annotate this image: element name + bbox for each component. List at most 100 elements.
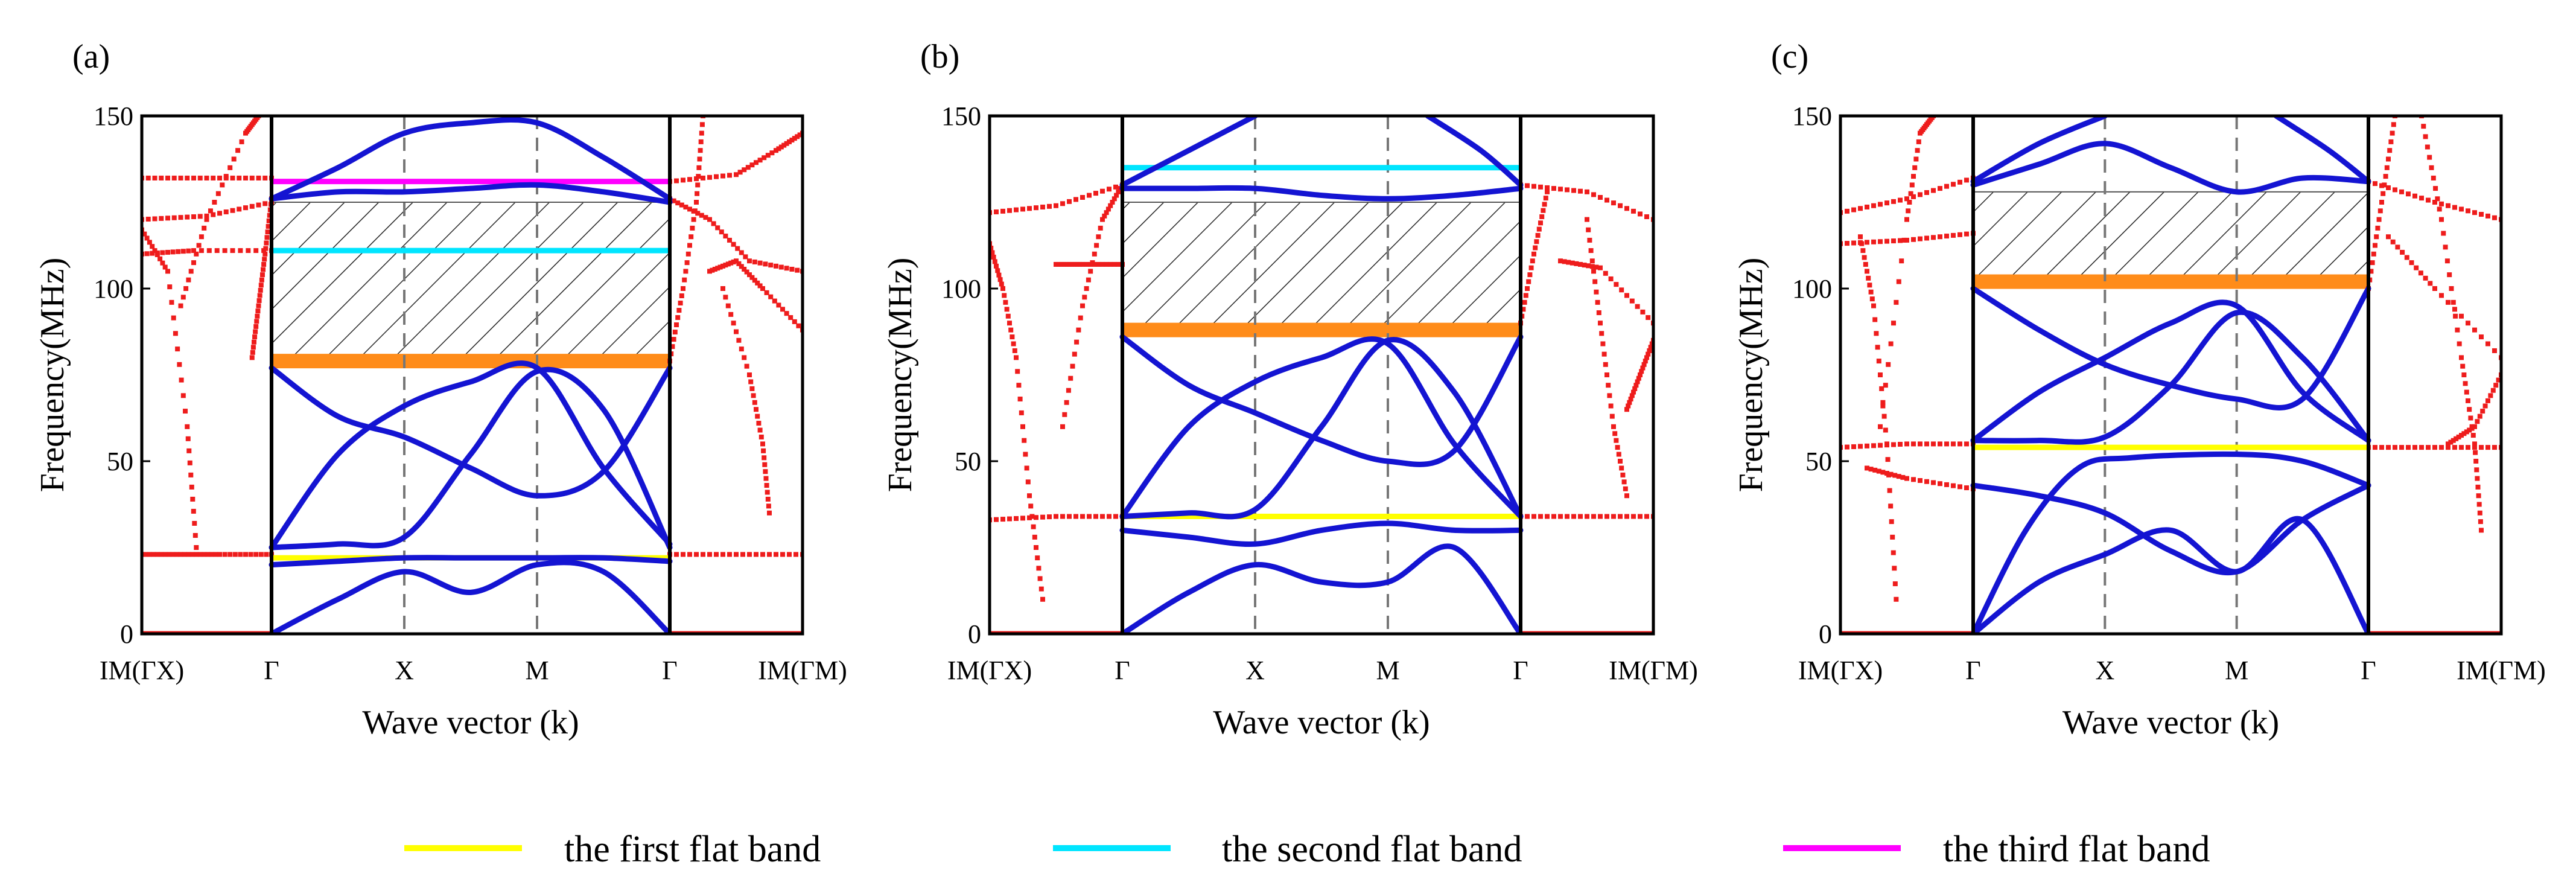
imag-point (180, 393, 186, 398)
imag-point (996, 272, 1002, 278)
imag-point (699, 130, 704, 136)
imag-point (2388, 139, 2394, 144)
real-band-3 (1119, 337, 1524, 520)
imag-point (170, 552, 176, 557)
imag-point (2419, 445, 2424, 450)
imag-point (1931, 441, 1936, 447)
imag-point (1038, 586, 1044, 592)
panel-1: 0 50 100 150 IM(ΓX) Γ X M Γ IM(ΓM) Wave vector (k)… (34, 38, 847, 741)
imag-point (2439, 217, 2444, 222)
imag-point (143, 552, 148, 557)
x-tick-label: M (2225, 656, 2248, 685)
imag-point (1859, 241, 1865, 246)
imag-point (144, 235, 150, 241)
imag-point (1067, 514, 1072, 519)
imag-point (744, 363, 749, 369)
imag-point (262, 251, 268, 257)
imag-point (1632, 386, 1638, 391)
imag-point (217, 175, 222, 180)
imag-point (1543, 196, 1548, 201)
imag-point (1087, 193, 1092, 198)
imag-point (1113, 184, 1118, 190)
imag-point (154, 552, 160, 557)
imag-branch-right-1 (1518, 182, 1653, 222)
imag-branch-right-4 (707, 258, 803, 333)
imag-point (2485, 445, 2490, 450)
imag-point (2466, 445, 2470, 450)
imag-point (1862, 255, 1867, 260)
imag-point (256, 175, 261, 180)
imag-point (1598, 321, 1603, 326)
imag-point (2426, 197, 2431, 203)
imag-point (1878, 442, 1883, 448)
imag-point (1603, 362, 1608, 367)
imag-point (1951, 232, 1956, 238)
imag-point (1891, 199, 1896, 204)
x-tick-label: M (525, 656, 549, 685)
imag-point (2423, 275, 2428, 281)
imag-point (145, 175, 151, 180)
imag-point (990, 246, 994, 251)
imag-point (1621, 479, 1627, 485)
imag-point (205, 552, 211, 557)
imag-point (1911, 194, 1916, 199)
imag-point (258, 283, 264, 288)
imag-point (747, 272, 752, 278)
imag-point (687, 177, 692, 182)
imag-point (1014, 516, 1019, 521)
imag-branch-right-2 (667, 130, 803, 184)
imag-point (1871, 239, 1876, 244)
imag-point (2432, 286, 2437, 291)
imag-point (1566, 260, 1571, 265)
imag-point (180, 295, 186, 300)
imag-point (230, 175, 235, 180)
imag-point (2476, 493, 2481, 499)
imag-point (251, 339, 256, 345)
bandgap-region (1122, 202, 1521, 331)
real-band-2 (1970, 482, 2371, 576)
imag-point (227, 165, 233, 170)
imag-point (167, 552, 172, 557)
imag-point (152, 248, 157, 254)
imag-point (1944, 184, 1949, 189)
imag-branch-right-4 (2419, 116, 2484, 533)
imag-point (2479, 334, 2484, 340)
imag-point (223, 209, 229, 215)
imag-point (1040, 205, 1045, 210)
imag-point (2466, 398, 2470, 403)
imag-point (1649, 341, 1653, 346)
imag-point (768, 263, 774, 268)
imag-point (2371, 251, 2376, 257)
imag-point (217, 552, 222, 557)
imag-point (2459, 355, 2464, 360)
imag-point (1551, 186, 1556, 191)
imag-point (232, 552, 238, 557)
imag-point (1542, 202, 1547, 207)
imag-point (165, 216, 170, 221)
imag-point (2479, 212, 2484, 217)
imag-point (1585, 189, 1589, 194)
x-tick-label: Γ (1965, 656, 1980, 685)
imag-point (1111, 196, 1117, 202)
imag-point (1589, 258, 1595, 264)
imag-point (1060, 201, 1065, 206)
x-tick-label: X (1245, 656, 1265, 685)
imag-point (191, 175, 196, 180)
imag-point (715, 266, 720, 271)
imag-point (1938, 481, 1942, 487)
imag-point (749, 386, 755, 391)
imag-point (1894, 299, 1899, 305)
imag-point (253, 324, 259, 329)
imag-point (681, 286, 685, 291)
imag-point (795, 267, 800, 273)
imag-point (253, 248, 259, 254)
imag-point (1571, 514, 1576, 519)
imag-point (1032, 534, 1037, 540)
imag-point (2492, 215, 2497, 220)
imag-point (1938, 186, 1942, 191)
imag-point (2459, 313, 2464, 319)
imag-point (191, 508, 196, 514)
imag-point (185, 436, 191, 441)
imag-branch-right-5 (1624, 337, 1653, 412)
